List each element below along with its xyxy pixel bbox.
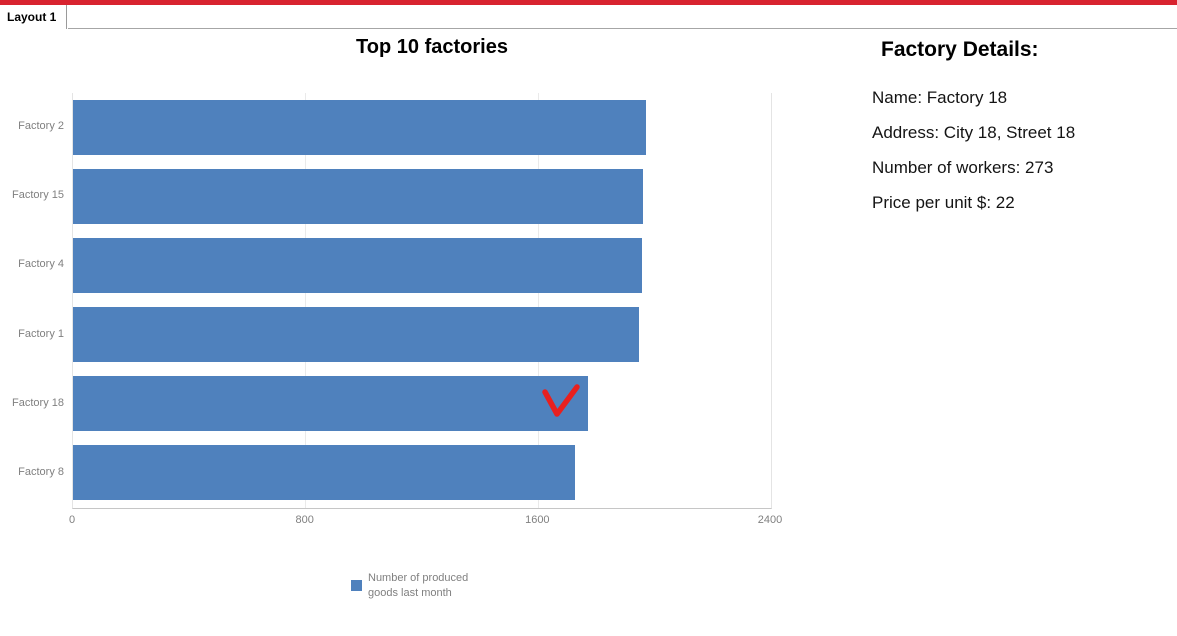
- detail-name: Name: Factory 18: [872, 88, 1008, 107]
- x-tick-label-1600: 1600: [525, 514, 550, 526]
- y-axis-label-factory-18: Factory 18: [12, 396, 64, 409]
- y-axis-label-factory-8: Factory 8: [18, 465, 64, 478]
- bar-factory-1[interactable]: [73, 307, 639, 362]
- top-accent-bar: [0, 0, 1177, 5]
- bar-factory-8[interactable]: [73, 445, 575, 501]
- factory-details-heading: Factory Details:: [881, 38, 1039, 61]
- chart-title: Top 10 factories: [356, 36, 508, 58]
- detail-price: Price per unit $: 22: [872, 193, 1015, 212]
- tab-label: Layout 1: [7, 10, 57, 24]
- y-axis-label-factory-2: Factory 2: [18, 120, 64, 132]
- x-tick-label-0: 0: [68, 514, 76, 526]
- factory-details-panel: Name: Factory 18 Address: City 18, Stree…: [872, 83, 1075, 223]
- legend-label-line2: goods last month: [368, 587, 452, 599]
- bar-factory-4[interactable]: [73, 237, 642, 293]
- y-axis-label-factory-15: Factory 15: [12, 189, 64, 202]
- detail-address: Address: City 18, Street 18: [872, 123, 1076, 142]
- bar-factory-18[interactable]: [73, 376, 588, 432]
- bar-factory-15[interactable]: [73, 168, 644, 224]
- bar-factory-2[interactable]: [73, 99, 646, 155]
- legend-label: Number of produced goods last month: [368, 571, 468, 601]
- tab-layout-1[interactable]: Layout 1: [0, 5, 67, 29]
- gridline-1600: [537, 93, 539, 508]
- gridline-800: [305, 93, 307, 508]
- y-axis-label-factory-4: Factory 4: [18, 258, 64, 271]
- chart-legend: Number of produced goods last month: [351, 571, 468, 601]
- legend-swatch-icon: [351, 580, 362, 591]
- legend-label-line1: Number of produced: [368, 572, 469, 584]
- red-checkmark-icon: [542, 384, 580, 417]
- plot-area: [72, 93, 772, 509]
- detail-workers: Number of workers: 273: [872, 158, 1054, 177]
- tab-strip-divider: [68, 28, 1177, 29]
- y-axis-label-factory-1: Factory 1: [18, 327, 64, 340]
- x-tick-label-2400: 2400: [757, 514, 783, 526]
- x-tick-label-800: 800: [295, 514, 314, 526]
